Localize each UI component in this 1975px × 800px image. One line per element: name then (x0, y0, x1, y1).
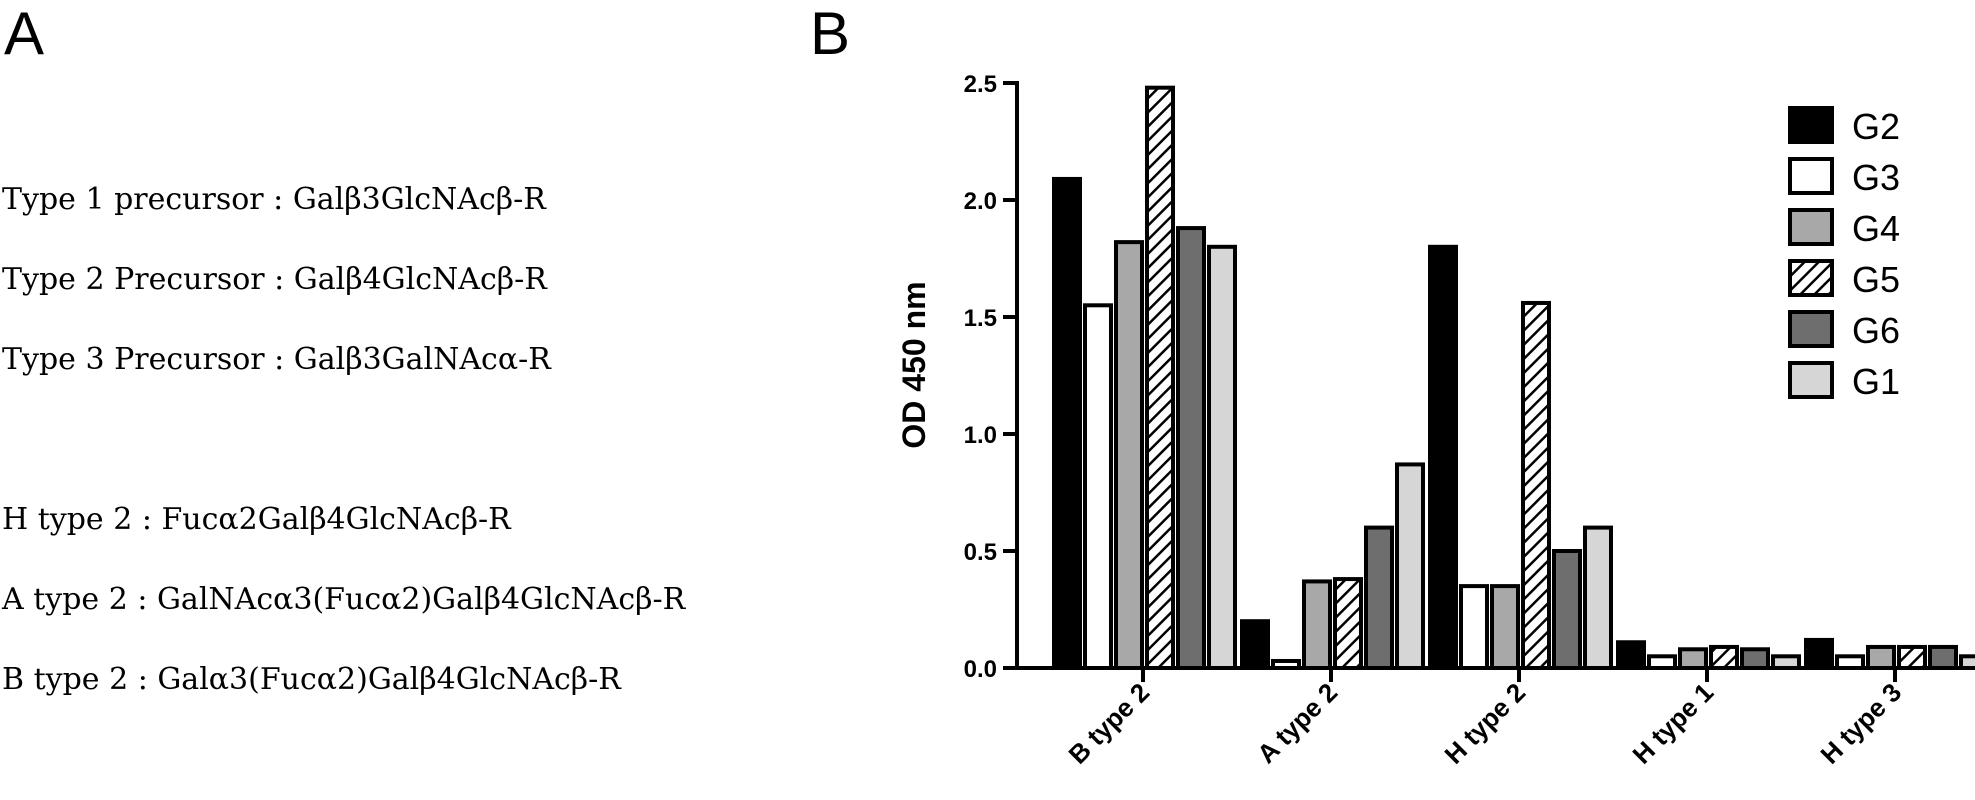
legend-swatch-g5 (1788, 259, 1834, 297)
bar-g6-1 (1364, 525, 1394, 670)
y-tick-label-2: 1.0 (964, 422, 997, 449)
definition-type2-precursor: Type 2 Precursor : Galβ4GlcNAcβ-R (2, 262, 547, 297)
bar-g3-2 (1459, 584, 1489, 670)
bar-g6-4 (1928, 644, 1958, 671)
definition-h-type2: H type 2 : Fucα2Galβ4GlcNAcβ-R (2, 502, 511, 537)
bar-g4-4 (1866, 644, 1896, 671)
y-tick-label-1: 0.5 (964, 539, 997, 566)
bar-g3-0 (1083, 303, 1113, 670)
bar-g5-1 (1333, 577, 1363, 671)
y-tick-label-4: 2.0 (964, 188, 997, 215)
legend-label-g1: G1 (1852, 361, 1900, 402)
panel-a-label: A (4, 0, 45, 67)
bar-g5-2 (1521, 300, 1551, 670)
y-tick-label-3: 1.5 (964, 305, 997, 332)
bar-g5-3 (1709, 644, 1739, 671)
legend-swatch-g6 (1788, 310, 1834, 348)
x-tick-label-1: A type 2 (1251, 677, 1343, 769)
x-tick-label-0: B type 2 (1063, 677, 1156, 770)
x-tick-label-4: H type 3 (1815, 677, 1908, 770)
legend-label-g3: G3 (1852, 157, 1900, 198)
legend-label-g4: G4 (1852, 208, 1900, 249)
y-tick-label-0: 0.0 (964, 656, 997, 683)
bar-g1-1 (1395, 462, 1425, 671)
bar-g6-3 (1740, 647, 1770, 671)
y-tick-label-5: 2.5 (964, 71, 997, 98)
definition-type3-precursor: Type 3 Precursor : Galβ3GalNAcα-R (2, 342, 551, 377)
bar-g4-3 (1678, 647, 1708, 671)
bar-g4-0 (1114, 240, 1144, 670)
x-tick-label-3: H type 1 (1627, 677, 1720, 770)
bar-g2-3 (1616, 640, 1646, 671)
legend-swatch-g1 (1788, 361, 1834, 399)
bar-g5-0 (1145, 85, 1175, 671)
bar-g5-4 (1897, 644, 1927, 671)
definition-b-type2: B type 2 : Galα3(Fucα2)Galβ4GlcNAcβ-R (2, 662, 621, 697)
bar-g4-2 (1490, 584, 1520, 670)
definition-type1-precursor: Type 1 precursor : Galβ3GlcNAcβ-R (2, 182, 546, 217)
bar-g4-1 (1302, 579, 1332, 670)
bar-g6-2 (1552, 549, 1582, 670)
legend-swatch-g4 (1788, 208, 1834, 246)
bar-g2-0 (1052, 176, 1082, 670)
definition-a-type2: A type 2 : GalNAcα3(Fucα2)Galβ4GlcNAcβ-R (2, 582, 686, 617)
bar-g1-2 (1583, 525, 1613, 670)
legend-label-g5: G5 (1852, 259, 1900, 300)
panel-b-label: B (810, 0, 851, 67)
bar-g2-2 (1428, 244, 1458, 671)
y-axis-label: OD 450 nm (896, 281, 932, 448)
bar-g1-0 (1207, 244, 1237, 671)
legend-swatch-g2 (1788, 106, 1834, 144)
bar-g2-4 (1804, 637, 1834, 670)
bar-g2-1 (1240, 619, 1270, 671)
legend-swatch-g3 (1788, 157, 1834, 195)
bar-g6-0 (1176, 226, 1206, 671)
legend-label-g2: G2 (1852, 106, 1900, 147)
x-tick-label-2: H type 2 (1439, 677, 1532, 770)
legend-label-g6: G6 (1852, 310, 1900, 351)
